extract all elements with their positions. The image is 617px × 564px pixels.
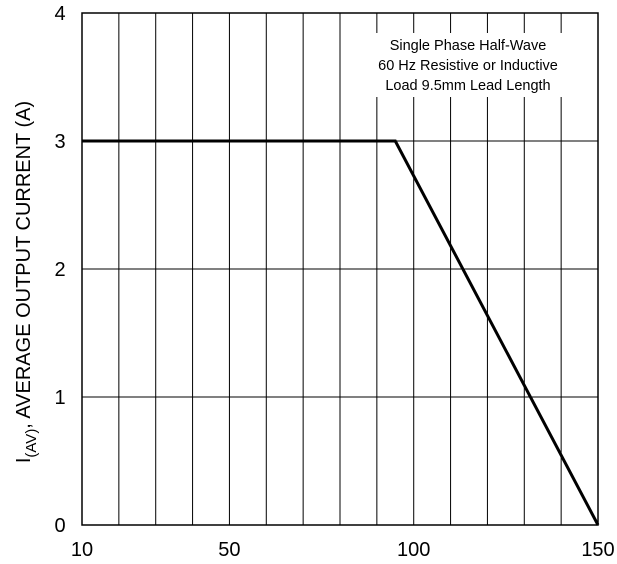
plot-frame [81,12,599,526]
series-layer [82,139,600,526]
annotation-line-1: Single Phase Half-Wave [390,38,547,54]
y-tick-label: 1 [54,387,65,409]
y-tick-label: 2 [54,259,65,281]
y-tick-label: 3 [54,131,65,153]
x-tick-label: 100 [397,539,430,561]
y-tick-label: 4 [54,3,65,25]
y-tick-label: 0 [54,515,65,537]
y-axis-title: I(AV), AVERAGE OUTPUT CURRENT (A) [13,101,40,463]
annotation-box: Single Phase Half-Wave 60 Hz Resistive o… [364,33,572,97]
x-tick-label: 50 [218,539,240,561]
x-tick-label: 150 [581,539,614,561]
annotation-line-3: Load 9.5mm Lead Length [385,78,550,94]
y-axis-title-main: I [13,458,35,464]
y-axis-title-subscript: (AV) [23,429,40,458]
series-line [82,139,600,526]
annotation-line-2: 60 Hz Resistive or Inductive [378,58,558,74]
x-tick-labels: 10 50 100 150 [71,539,615,561]
y-tick-labels: 0 1 2 3 4 [54,3,65,537]
annotation-background [364,33,572,97]
y-axis-title-rest: , AVERAGE OUTPUT CURRENT (A) [13,101,35,429]
x-tick-label: 10 [71,539,93,561]
grid-lines [82,13,598,525]
